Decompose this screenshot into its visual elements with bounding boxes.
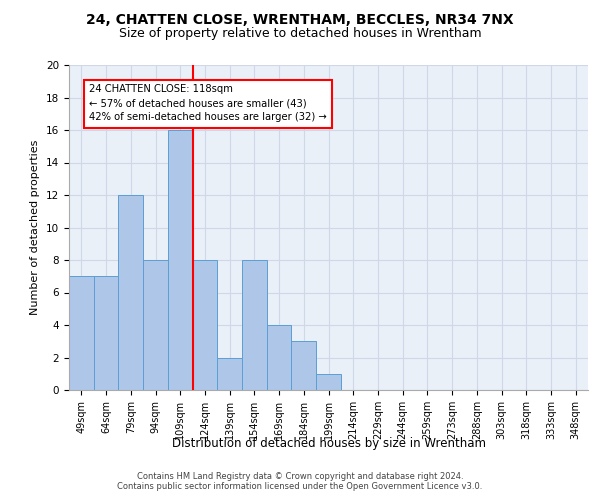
Text: 24, CHATTEN CLOSE, WRENTHAM, BECCLES, NR34 7NX: 24, CHATTEN CLOSE, WRENTHAM, BECCLES, NR… — [86, 12, 514, 26]
Bar — [316, 374, 341, 390]
Text: Contains public sector information licensed under the Open Government Licence v3: Contains public sector information licen… — [118, 482, 482, 491]
Y-axis label: Number of detached properties: Number of detached properties — [31, 140, 40, 315]
Bar — [292, 341, 316, 390]
Text: 24 CHATTEN CLOSE: 118sqm
← 57% of detached houses are smaller (43)
42% of semi-d: 24 CHATTEN CLOSE: 118sqm ← 57% of detach… — [89, 84, 326, 122]
Bar — [118, 195, 143, 390]
Bar — [69, 276, 94, 390]
Bar — [94, 276, 118, 390]
Text: Size of property relative to detached houses in Wrentham: Size of property relative to detached ho… — [119, 28, 481, 40]
Bar — [217, 358, 242, 390]
Text: Distribution of detached houses by size in Wrentham: Distribution of detached houses by size … — [172, 438, 486, 450]
Text: Contains HM Land Registry data © Crown copyright and database right 2024.: Contains HM Land Registry data © Crown c… — [137, 472, 463, 481]
Bar — [193, 260, 217, 390]
Bar — [143, 260, 168, 390]
Bar — [168, 130, 193, 390]
Bar — [267, 325, 292, 390]
Bar — [242, 260, 267, 390]
